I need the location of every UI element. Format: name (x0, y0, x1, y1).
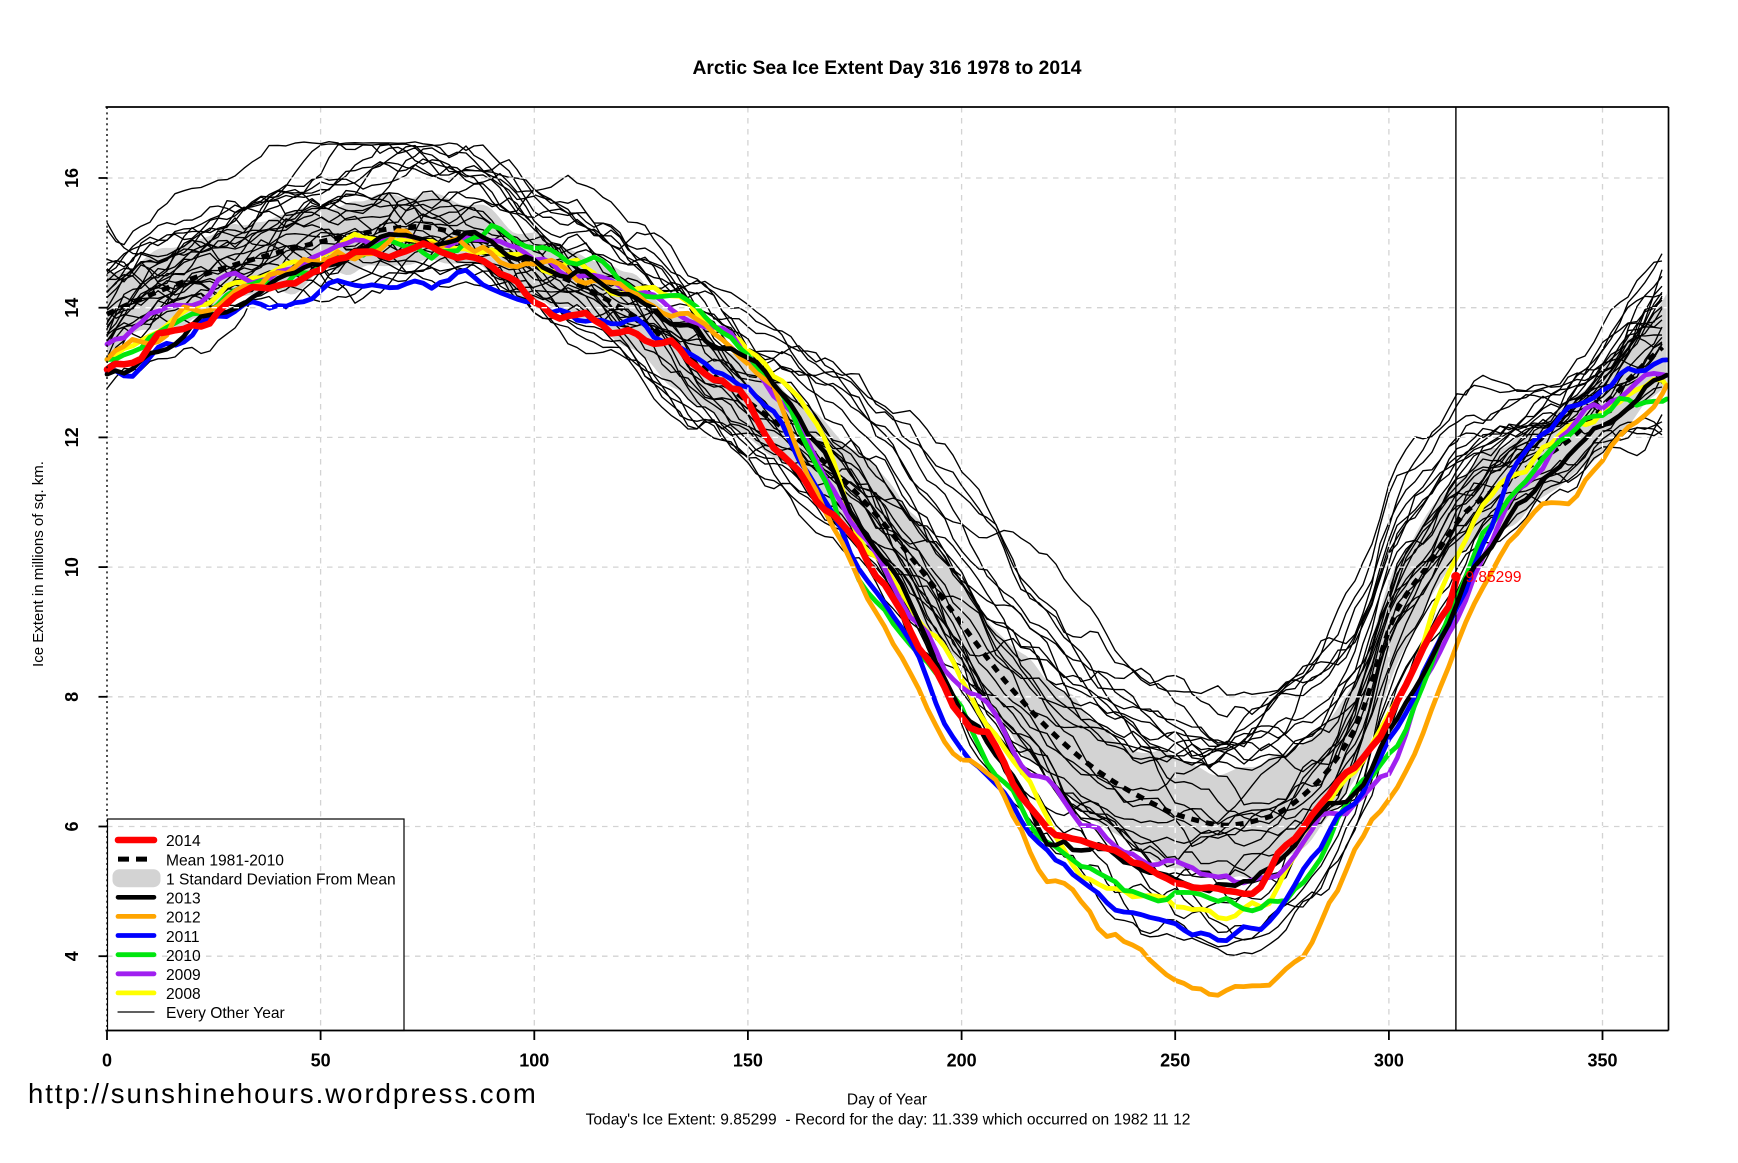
svg-text:9.85299: 9.85299 (1466, 569, 1522, 586)
svg-text:1 Standard Deviation From Mean: 1 Standard Deviation From Mean (166, 871, 396, 888)
svg-text:2014: 2014 (166, 833, 201, 850)
svg-text:2011: 2011 (166, 929, 200, 946)
svg-text:50: 50 (311, 1051, 331, 1071)
svg-text:6: 6 (62, 821, 82, 831)
svg-text:14: 14 (62, 298, 82, 318)
svg-text:2008: 2008 (166, 986, 201, 1003)
svg-text:100: 100 (519, 1051, 549, 1071)
svg-text:http://sunshinehours.wordpress: http://sunshinehours.wordpress.com (28, 1078, 538, 1109)
svg-text:Mean 1981-2010: Mean 1981-2010 (166, 852, 284, 869)
svg-text:2013: 2013 (166, 891, 201, 908)
svg-text:200: 200 (947, 1051, 977, 1071)
svg-text:2009: 2009 (166, 967, 201, 984)
svg-text:Day of Year: Day of Year (847, 1092, 927, 1109)
svg-text:12: 12 (62, 427, 82, 447)
svg-text:Every Other Year: Every Other Year (166, 1005, 285, 1022)
svg-text:16: 16 (62, 168, 82, 188)
svg-text:250: 250 (1160, 1051, 1190, 1071)
svg-text:Arctic Sea Ice Extent Day 316: Arctic Sea Ice Extent Day 316 1978 to 20… (692, 58, 1081, 79)
svg-text:Today's Ice Extent: 9.85299 -: Today's Ice Extent: 9.85299 - Record for… (586, 1112, 1191, 1129)
svg-text:2012: 2012 (166, 910, 201, 927)
svg-text:8: 8 (62, 692, 82, 702)
svg-text:Ice Extent in millions of sq.: Ice Extent in millions of sq. km. (30, 461, 47, 667)
svg-text:4: 4 (62, 951, 82, 961)
svg-text:350: 350 (1587, 1051, 1617, 1071)
svg-text:0: 0 (102, 1051, 112, 1071)
svg-text:300: 300 (1374, 1051, 1404, 1071)
svg-text:150: 150 (733, 1051, 763, 1071)
svg-text:2010: 2010 (166, 948, 201, 965)
svg-text:10: 10 (62, 557, 82, 577)
